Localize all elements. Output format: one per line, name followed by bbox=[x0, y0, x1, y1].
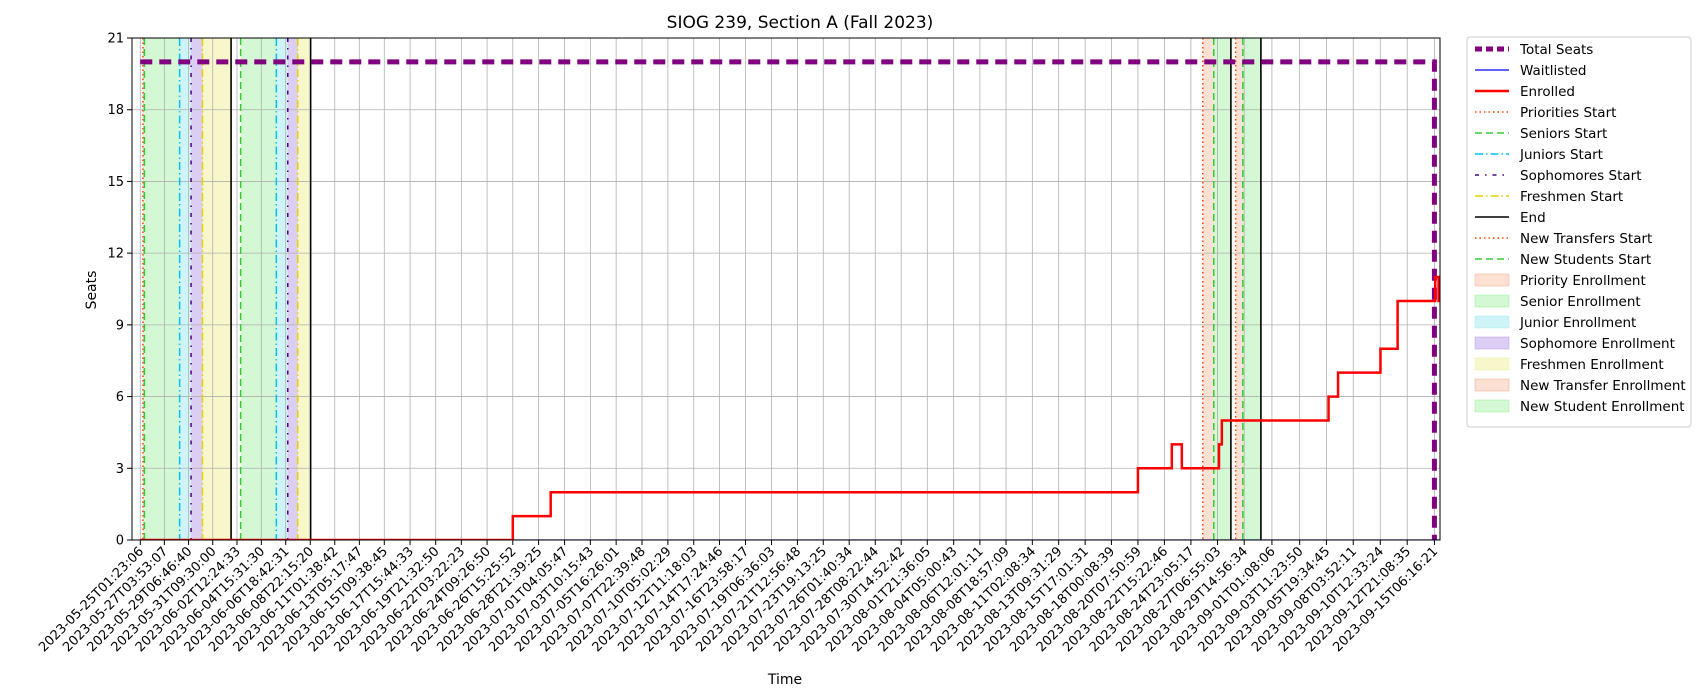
legend-label-seniors-start: Seniors Start bbox=[1520, 126, 1607, 142]
legend-label-priorities-start: Priorities Start bbox=[1520, 105, 1616, 121]
legend-swatch-new-transfer-enrollment bbox=[1474, 378, 1510, 392]
x-axis-title: Time bbox=[767, 672, 802, 688]
legend-swatch-new-student-enrollment bbox=[1474, 399, 1510, 413]
shaded-region-sophomore-enrollment-0 bbox=[191, 38, 203, 540]
shaded-region-senior-enrollment-2 bbox=[1213, 38, 1231, 540]
shaded-region-new-transfer-enrollment-0 bbox=[1235, 38, 1243, 540]
shaded-region-sophomore-enrollment-1 bbox=[287, 38, 298, 540]
y-tick-label: 9 bbox=[116, 318, 124, 333]
legend-label-priority-enrollment: Priority Enrollment bbox=[1520, 273, 1646, 289]
legend-label-end: End bbox=[1520, 210, 1546, 226]
legend-label-new-students-start: New Students Start bbox=[1520, 252, 1651, 268]
legend-label-waitlisted: Waitlisted bbox=[1520, 63, 1587, 79]
shaded-region-priority-enrollment-1 bbox=[1202, 38, 1214, 540]
y-axis-title: Seats bbox=[84, 271, 100, 310]
legend-label-enrolled: Enrolled bbox=[1520, 84, 1575, 100]
shaded-region-new-student-enrollment-0 bbox=[1242, 38, 1261, 540]
chart-title: SIOG 239, Section A (Fall 2023) bbox=[667, 13, 934, 33]
legend-label-juniors-start: Juniors Start bbox=[1519, 147, 1603, 163]
legend-label-total-seats: Total Seats bbox=[1519, 42, 1593, 58]
legend: Total Seats Waitlisted Enrolled Priorities … bbox=[1466, 36, 1692, 428]
legend-box bbox=[1466, 36, 1692, 428]
legend-swatch-junior-enrollment bbox=[1474, 315, 1510, 329]
legend-label-sophomore-enrollment: Sophomore Enrollment bbox=[1520, 336, 1675, 352]
shaded-region-freshmen-enrollment-1 bbox=[297, 38, 311, 540]
shaded-region-freshmen-enrollment-0 bbox=[202, 38, 232, 540]
shaded-region-junior-enrollment-1 bbox=[276, 38, 288, 540]
shaded-region-senior-enrollment-1 bbox=[240, 38, 277, 540]
y-tick-label: 6 bbox=[116, 390, 124, 405]
legend-swatch-priority-enrollment bbox=[1474, 273, 1510, 287]
legend-swatch-sophomore-enrollment bbox=[1474, 336, 1510, 350]
series-line-total-seats bbox=[140, 59, 1437, 540]
plot-inner bbox=[132, 38, 1440, 540]
legend-label-new-transfer-enrollment: New Transfer Enrollment bbox=[1520, 378, 1686, 394]
legend-swatch-senior-enrollment bbox=[1474, 294, 1510, 308]
legend-swatch-freshmen-enrollment bbox=[1474, 357, 1510, 371]
y-tick-label: 21 bbox=[107, 32, 124, 47]
legend-label-sophomores-start: Sophomores Start bbox=[1520, 168, 1642, 184]
legend-label-freshmen-enrollment: Freshmen Enrollment bbox=[1520, 357, 1664, 373]
shaded-region-senior-enrollment-0 bbox=[144, 38, 180, 540]
y-tick-label: 12 bbox=[107, 247, 124, 262]
legend-label-new-transfers-start: New Transfers Start bbox=[1520, 231, 1652, 247]
legend-label-senior-enrollment: Senior Enrollment bbox=[1520, 294, 1641, 310]
y-tick-label: 0 bbox=[116, 534, 124, 549]
series-line-enrolled bbox=[140, 275, 1440, 540]
y-tick-label: 15 bbox=[107, 175, 124, 190]
shaded-region-priority-enrollment-0 bbox=[142, 38, 145, 540]
legend-label-freshmen-start: Freshmen Start bbox=[1520, 189, 1623, 205]
legend-label-junior-enrollment: Junior Enrollment bbox=[1519, 315, 1636, 331]
y-tick-label: 18 bbox=[107, 103, 124, 118]
y-tick-label: 3 bbox=[116, 462, 124, 477]
plot-frame bbox=[131, 37, 1441, 541]
shaded-region-junior-enrollment-0 bbox=[179, 38, 192, 540]
legend-label-new-student-enrollment: New Student Enrollment bbox=[1520, 399, 1685, 415]
